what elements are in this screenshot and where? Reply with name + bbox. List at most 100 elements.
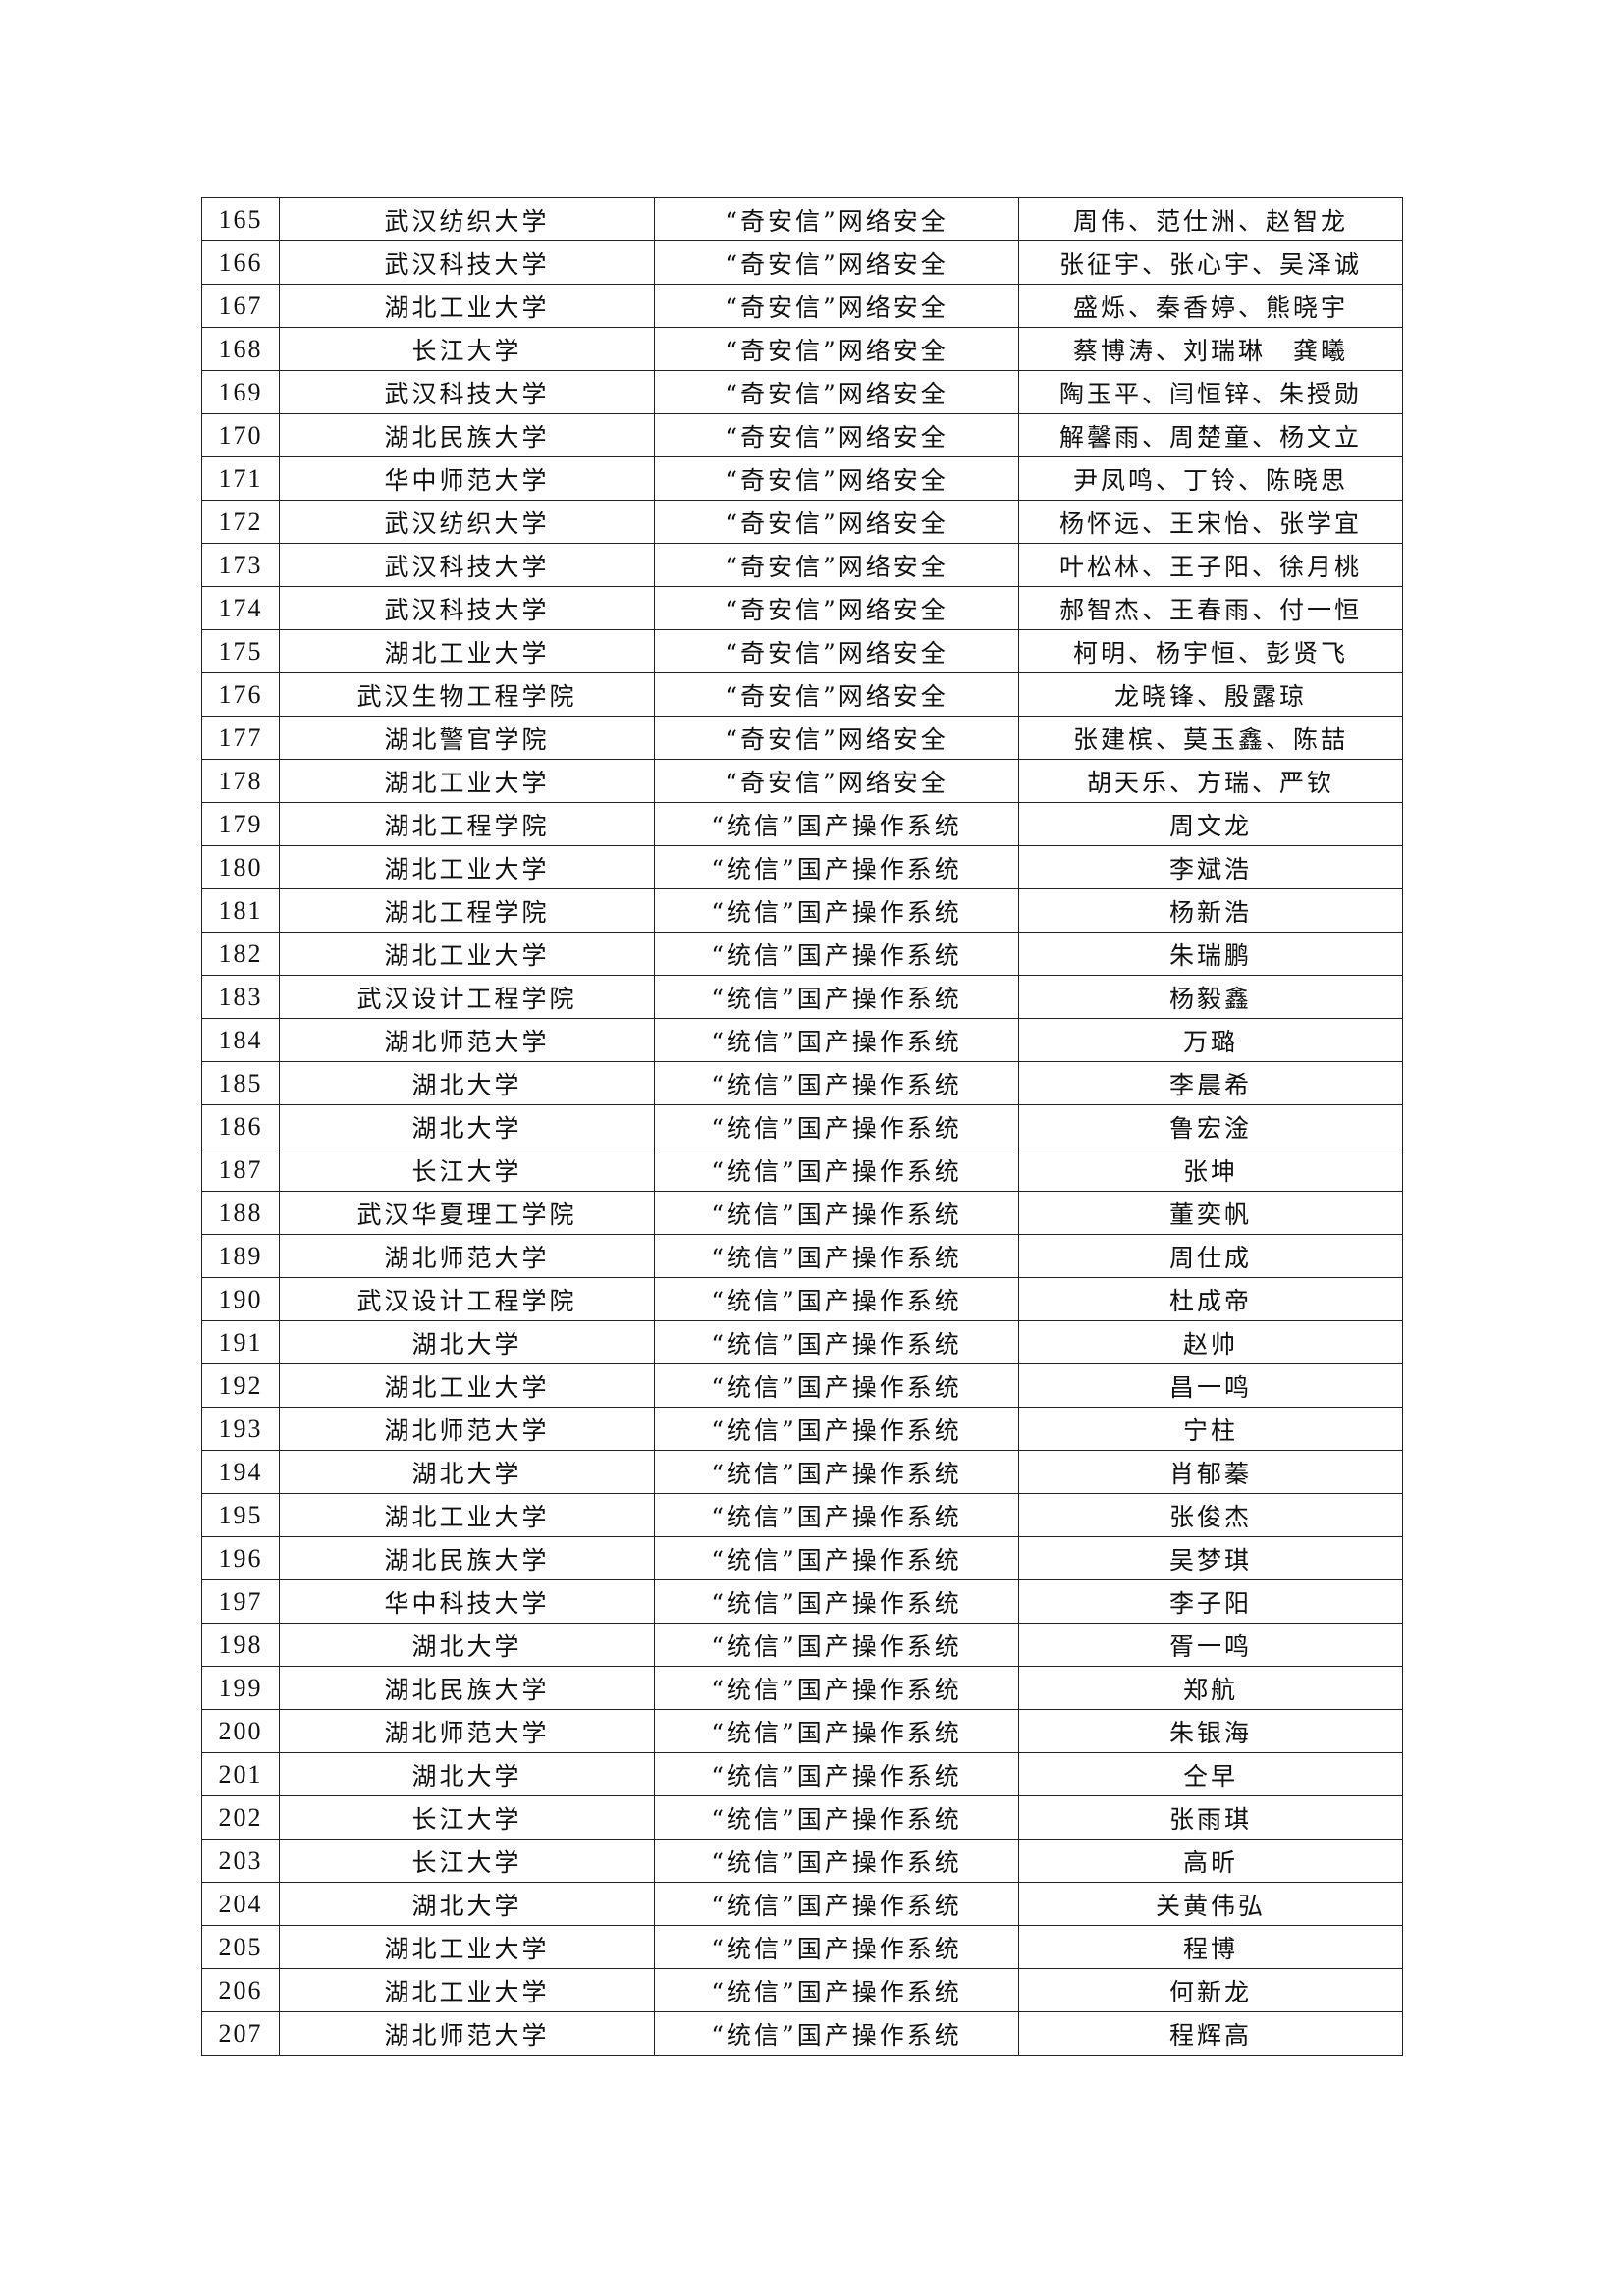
table-row: 174 武汉科技大学 “奇安信”网络安全 郝智杰、王春雨、付一恒 — [201, 586, 1403, 630]
school-name: 湖北大学 — [279, 1882, 655, 1926]
participant-names: 朱瑞鹏 — [1018, 932, 1403, 976]
school-name: 湖北大学 — [279, 1104, 655, 1148]
row-number: 169 — [201, 370, 280, 414]
school-name: 湖北工业大学 — [279, 845, 655, 889]
competition-track: “统信”国产操作系统 — [654, 1018, 1019, 1062]
participant-names: 胥一鸣 — [1018, 1623, 1403, 1667]
table-row: 193 湖北师范大学 “统信”国产操作系统 宁柱 — [201, 1407, 1403, 1451]
participant-names: 程辉高 — [1018, 2011, 1403, 2056]
school-name: 湖北大学 — [279, 1623, 655, 1667]
row-number: 206 — [201, 1968, 280, 2012]
participant-names: 盛烁、秦香婷、熊晓宇 — [1018, 284, 1403, 328]
competition-track: “统信”国产操作系统 — [654, 932, 1019, 976]
table-row: 206 湖北工业大学 “统信”国产操作系统 何新龙 — [201, 1968, 1403, 2012]
school-name: 武汉科技大学 — [279, 543, 655, 587]
competition-track: “奇安信”网络安全 — [654, 543, 1019, 587]
school-name: 湖北工程学院 — [279, 888, 655, 933]
table-row: 194 湖北大学 “统信”国产操作系统 肖郁蓁 — [201, 1450, 1403, 1494]
school-name: 湖北工业大学 — [279, 1363, 655, 1408]
competition-track: “统信”国产操作系统 — [654, 1320, 1019, 1364]
competition-track: “奇安信”网络安全 — [654, 240, 1019, 285]
school-name: 华中科技大学 — [279, 1579, 655, 1624]
row-number: 180 — [201, 845, 280, 889]
table-body: 165 武汉纺织大学 “奇安信”网络安全 周伟、范仕洲、赵智龙 166 武汉科技大学 “奇安… — [201, 197, 1403, 2056]
participant-names: 张雨琪 — [1018, 1795, 1403, 1840]
competition-track: “统信”国产操作系统 — [654, 1795, 1019, 1840]
school-name: 湖北工业大学 — [279, 932, 655, 976]
competition-track: “统信”国产操作系统 — [654, 888, 1019, 933]
competition-track: “统信”国产操作系统 — [654, 845, 1019, 889]
school-name: 湖北工业大学 — [279, 1968, 655, 2012]
participant-names: 吴梦琪 — [1018, 1536, 1403, 1580]
competition-track: “奇安信”网络安全 — [654, 500, 1019, 544]
row-number: 168 — [201, 327, 280, 371]
row-number: 203 — [201, 1839, 280, 1883]
school-name: 湖北师范大学 — [279, 1709, 655, 1753]
table-row: 191 湖北大学 “统信”国产操作系统 赵帅 — [201, 1320, 1403, 1364]
row-number: 174 — [201, 586, 280, 630]
competition-track: “奇安信”网络安全 — [654, 672, 1019, 717]
competition-track: “奇安信”网络安全 — [654, 586, 1019, 630]
table-row: 195 湖北工业大学 “统信”国产操作系统 张俊杰 — [201, 1493, 1403, 1537]
row-number: 171 — [201, 456, 280, 501]
school-name: 长江大学 — [279, 1148, 655, 1192]
row-number: 183 — [201, 975, 280, 1019]
participant-names: 解馨雨、周楚童、杨文立 — [1018, 413, 1403, 457]
competition-track: “统信”国产操作系统 — [654, 2011, 1019, 2056]
table-row: 187 长江大学 “统信”国产操作系统 张坤 — [201, 1148, 1403, 1192]
table-row: 182 湖北工业大学 “统信”国产操作系统 朱瑞鹏 — [201, 932, 1403, 976]
participant-names: 赵帅 — [1018, 1320, 1403, 1364]
competition-track: “奇安信”网络安全 — [654, 284, 1019, 328]
row-number: 204 — [201, 1882, 280, 1926]
school-name: 湖北大学 — [279, 1061, 655, 1105]
participant-names: 李晨希 — [1018, 1061, 1403, 1105]
school-name: 湖北民族大学 — [279, 1536, 655, 1580]
competition-track: “统信”国产操作系统 — [654, 1623, 1019, 1667]
competition-track: “统信”国产操作系统 — [654, 1191, 1019, 1235]
row-number: 190 — [201, 1277, 280, 1321]
table-row: 189 湖北师范大学 “统信”国产操作系统 周仕成 — [201, 1234, 1403, 1278]
row-number: 201 — [201, 1752, 280, 1796]
competition-track: “统信”国产操作系统 — [654, 1234, 1019, 1278]
row-number: 189 — [201, 1234, 280, 1278]
competition-track: “统信”国产操作系统 — [654, 1407, 1019, 1451]
school-name: 武汉设计工程学院 — [279, 1277, 655, 1321]
row-number: 167 — [201, 284, 280, 328]
competition-track: “统信”国产操作系统 — [654, 1148, 1019, 1192]
competition-track: “奇安信”网络安全 — [654, 413, 1019, 457]
participant-names: 昌一鸣 — [1018, 1363, 1403, 1408]
table-row: 197 华中科技大学 “统信”国产操作系统 李子阳 — [201, 1579, 1403, 1624]
table-row: 171 华中师范大学 “奇安信”网络安全 尹凤鸣、丁铃、陈晓思 — [201, 456, 1403, 501]
row-number: 178 — [201, 759, 280, 803]
row-number: 182 — [201, 932, 280, 976]
school-name: 武汉纺织大学 — [279, 500, 655, 544]
school-name: 华中师范大学 — [279, 456, 655, 501]
participant-names: 张征宇、张心宇、吴泽诚 — [1018, 240, 1403, 285]
table-row: 178 湖北工业大学 “奇安信”网络安全 胡天乐、方瑞、严钦 — [201, 759, 1403, 803]
school-name: 湖北工程学院 — [279, 802, 655, 846]
participant-names: 张俊杰 — [1018, 1493, 1403, 1537]
participant-names: 张坤 — [1018, 1148, 1403, 1192]
table-row: 165 武汉纺织大学 “奇安信”网络安全 周伟、范仕洲、赵智龙 — [201, 197, 1403, 241]
school-name: 湖北工业大学 — [279, 284, 655, 328]
table-row: 202 长江大学 “统信”国产操作系统 张雨琪 — [201, 1795, 1403, 1840]
table-row: 205 湖北工业大学 “统信”国产操作系统 程博 — [201, 1925, 1403, 1969]
participant-names: 仝早 — [1018, 1752, 1403, 1796]
competition-track: “奇安信”网络安全 — [654, 456, 1019, 501]
row-number: 196 — [201, 1536, 280, 1580]
competition-track: “统信”国产操作系统 — [654, 1968, 1019, 2012]
table-row: 190 武汉设计工程学院 “统信”国产操作系统 杜成帝 — [201, 1277, 1403, 1321]
participant-names: 张建槟、莫玉鑫、陈喆 — [1018, 716, 1403, 760]
competition-track: “统信”国产操作系统 — [654, 1839, 1019, 1883]
participant-names: 周文龙 — [1018, 802, 1403, 846]
participant-names: 柯明、杨宇恒、彭贤飞 — [1018, 629, 1403, 673]
competition-track: “统信”国产操作系统 — [654, 1363, 1019, 1408]
competition-track: “统信”国产操作系统 — [654, 975, 1019, 1019]
row-number: 199 — [201, 1666, 280, 1710]
school-name: 湖北师范大学 — [279, 1018, 655, 1062]
row-number: 176 — [201, 672, 280, 717]
competition-track: “统信”国产操作系统 — [654, 1104, 1019, 1148]
table-row: 192 湖北工业大学 “统信”国产操作系统 昌一鸣 — [201, 1363, 1403, 1408]
row-number: 200 — [201, 1709, 280, 1753]
row-number: 173 — [201, 543, 280, 587]
